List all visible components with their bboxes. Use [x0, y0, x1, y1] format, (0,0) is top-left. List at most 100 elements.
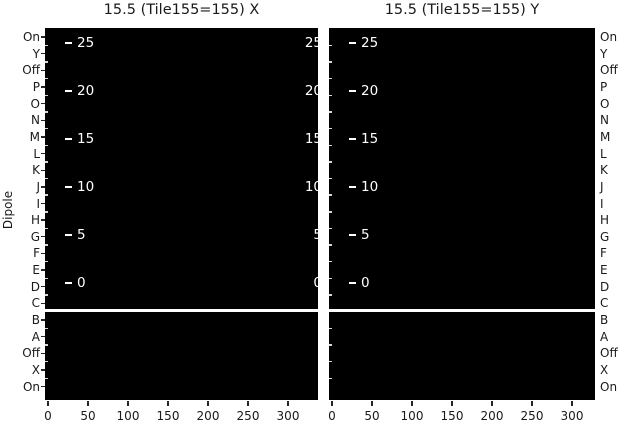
- inset-tick-mark: [349, 234, 356, 236]
- minor-tick-mark: [45, 111, 48, 113]
- left-panel-title: 15.5 (Tile155=155) X: [103, 2, 260, 18]
- minor-tick-mark: [45, 277, 48, 280]
- inset-tick-label: 15: [77, 131, 95, 147]
- minor-tick-mark: [45, 161, 48, 163]
- x-tick-label: 150: [440, 409, 464, 423]
- x-tick-label: 200: [196, 409, 220, 423]
- dipole-label-left: H: [30, 213, 40, 228]
- inset-tick-label: 25: [361, 35, 379, 51]
- dipole-label-right: D: [600, 279, 610, 294]
- y-tick-mark: [40, 52, 45, 55]
- minor-tick-mark: [45, 261, 48, 263]
- inset-tick-mark: [349, 90, 356, 92]
- minor-tick-mark: [329, 194, 332, 196]
- x-tick-mark: [287, 401, 289, 406]
- dipole-label-left: C: [31, 296, 40, 311]
- heatmap-panel-x: 25 25 20 20 15 15 10 10 5 5 0 0: [45, 28, 318, 400]
- dipole-label-left: L: [33, 146, 40, 161]
- minor-tick-mark: [45, 327, 48, 330]
- y-tick-mark: [40, 169, 45, 171]
- y-tick-mark: [40, 102, 45, 105]
- x-tick-label: 50: [364, 409, 380, 423]
- minor-tick-mark: [329, 111, 332, 113]
- minor-tick-mark: [45, 127, 48, 130]
- inset-tick-label: 0: [361, 275, 370, 291]
- inset-tick-label: 20: [77, 83, 95, 99]
- minor-tick-mark: [45, 194, 48, 196]
- y-tick-mark: [40, 385, 45, 388]
- x-tick-label: 150: [156, 409, 180, 423]
- dipole-label-left: M: [29, 129, 40, 144]
- minor-tick-mark: [329, 94, 332, 96]
- dipole-label-right: F: [600, 246, 607, 261]
- x-tick-label: 50: [80, 409, 96, 423]
- minor-tick-mark: [329, 144, 332, 146]
- minor-tick-mark: [329, 177, 332, 180]
- inset-tick-label: 15: [361, 131, 379, 147]
- dipole-label-right: A: [600, 329, 609, 344]
- y-tick-mark: [40, 86, 45, 88]
- minor-tick-mark: [45, 177, 48, 180]
- inset-tick-label: 5: [77, 227, 86, 243]
- dipole-label-right: H: [600, 213, 610, 228]
- inset-tick-label: 10: [77, 179, 95, 195]
- dipole-label-right: Off: [600, 346, 618, 361]
- dipole-label-left: Off: [22, 346, 40, 361]
- inset-tick-mark: [65, 90, 72, 92]
- x-tick-mark: [47, 401, 49, 406]
- dipole-label-right: P: [600, 79, 608, 94]
- inset-tick-label: 25: [77, 35, 95, 51]
- dipole-label-left: I: [36, 196, 40, 211]
- minor-tick-mark: [329, 244, 332, 246]
- minor-tick-mark: [329, 227, 332, 230]
- minor-tick-mark: [329, 61, 332, 63]
- minor-tick-mark: [329, 44, 332, 47]
- dipole-label-left: J: [36, 179, 40, 194]
- y-tick-mark: [40, 319, 45, 321]
- minor-tick-mark: [329, 294, 332, 296]
- x-tick-mark: [371, 401, 373, 406]
- inset-tick-mark: [65, 42, 72, 44]
- y-tick-mark: [40, 152, 45, 155]
- dipole-label-right: N: [600, 113, 609, 128]
- y-tick-mark: [40, 202, 45, 205]
- y-tick-mark: [40, 219, 45, 221]
- inset-tick-mark: [65, 186, 72, 188]
- inset-tick-mark: [65, 282, 72, 284]
- dipole-label-left: Off: [22, 63, 40, 78]
- y-tick-mark: [40, 69, 45, 71]
- dipole-label-left: K: [32, 163, 40, 178]
- inset-tick-mark: [349, 138, 356, 140]
- dipole-label-right: M: [600, 129, 611, 144]
- minor-tick-mark: [45, 211, 48, 213]
- dipole-label-right: On: [600, 30, 618, 44]
- x-tick-label: 300: [276, 409, 300, 423]
- minor-tick-mark: [45, 144, 48, 146]
- x-tick-mark: [127, 401, 129, 406]
- inset-tick-label-clipped: 0: [313, 275, 318, 291]
- x-tick-label: 300: [560, 409, 584, 423]
- y-tick-mark: [40, 236, 45, 238]
- inset-tick-label: 20: [361, 83, 379, 99]
- minor-tick-mark: [45, 377, 48, 380]
- dipole-label-left: Y: [32, 46, 40, 61]
- inset-tick-label: 10: [361, 179, 379, 195]
- dipole-label-right: I: [600, 196, 604, 211]
- right-panel-title: 15.5 (Tile155=155) Y: [384, 2, 540, 18]
- inset-tick-mark: [349, 186, 356, 188]
- dipole-label-right: L: [600, 146, 607, 161]
- x-tick-label: 250: [236, 409, 260, 423]
- dipole-label-left: B: [31, 313, 40, 328]
- dipole-label-left: P: [32, 79, 40, 94]
- inset-tick-label-clipped: 5: [313, 227, 318, 243]
- minor-tick-mark: [45, 360, 48, 363]
- minor-tick-mark: [329, 127, 332, 130]
- y-tick-mark: [40, 336, 45, 338]
- y-tick-mark: [40, 136, 45, 138]
- dipole-label-left: X: [31, 363, 40, 377]
- y-tick-mark: [40, 119, 45, 121]
- dipole-label-right: Off: [600, 63, 618, 78]
- y-tick-mark: [40, 352, 45, 355]
- dipole-label-right: G: [600, 229, 610, 244]
